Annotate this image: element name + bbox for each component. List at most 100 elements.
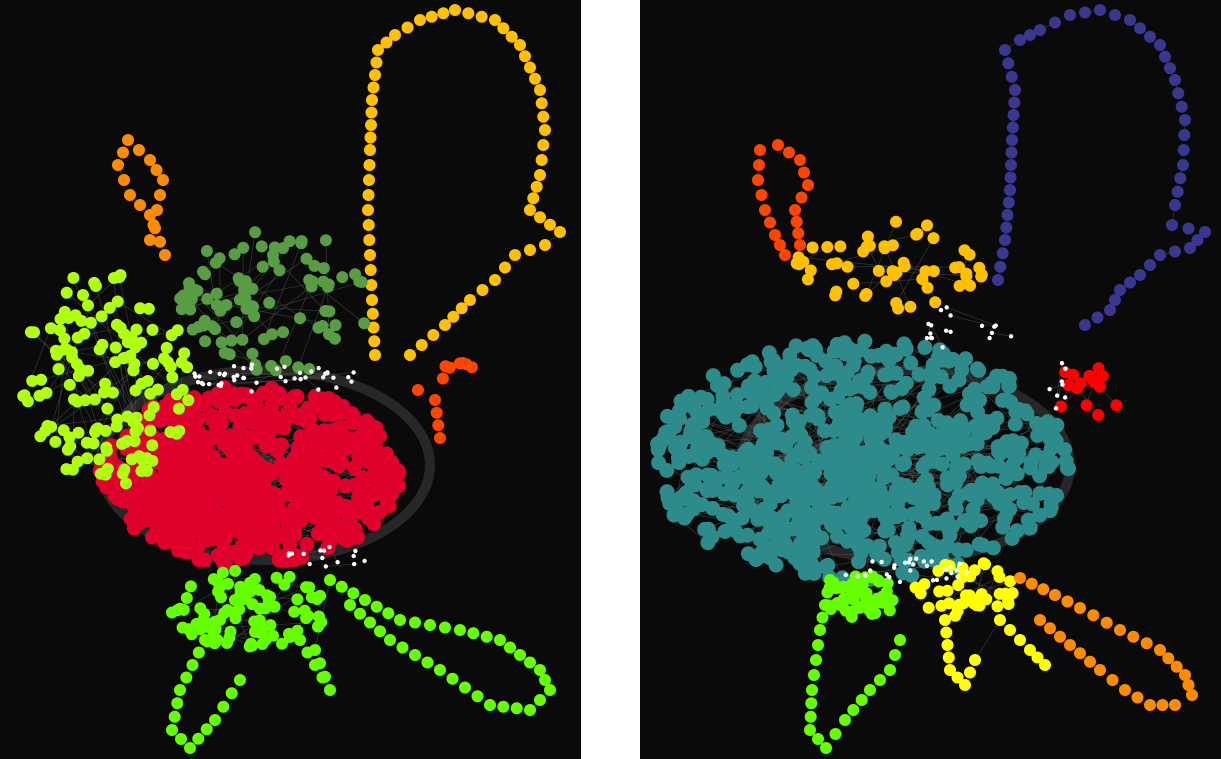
node-core bbox=[985, 379, 1001, 395]
node-core bbox=[787, 550, 803, 566]
node-upper-middle-lobe bbox=[200, 245, 213, 257]
node-upper-loop bbox=[365, 279, 378, 291]
node-bridge-nodes bbox=[1063, 366, 1068, 371]
node-lower-left-lobe bbox=[409, 649, 421, 661]
node-bridge-nodes bbox=[316, 387, 321, 392]
node-upper-loop bbox=[994, 260, 1007, 273]
node-upper-middle-cluster bbox=[921, 219, 933, 232]
node-lower-left-lobe bbox=[359, 594, 371, 606]
node-lower-left-lobe bbox=[808, 669, 820, 681]
node-upper-loop bbox=[509, 249, 521, 261]
node-core bbox=[900, 527, 916, 543]
network-graph-left bbox=[17, 4, 566, 754]
node-upper-left-loop bbox=[144, 234, 156, 246]
node-upper-loop bbox=[537, 110, 550, 123]
node-upper-middle-lobe bbox=[213, 252, 226, 265]
node-core bbox=[700, 521, 716, 537]
node-core bbox=[834, 514, 850, 530]
edge bbox=[974, 619, 1001, 661]
node-core bbox=[277, 459, 293, 475]
node-core bbox=[374, 452, 390, 468]
node-upper-loop bbox=[1169, 74, 1181, 86]
node-lower-middle-cluster bbox=[922, 601, 935, 614]
node-bridge-nodes bbox=[195, 380, 201, 385]
node-upper-middle-lobe bbox=[238, 285, 251, 298]
node-lower-right-loop bbox=[1084, 655, 1096, 668]
node-lower-left-lobe bbox=[894, 634, 906, 646]
node-upper-middle-lobe bbox=[279, 355, 292, 368]
node-core bbox=[849, 455, 865, 471]
node-upper-loop bbox=[1004, 171, 1017, 184]
node-right-small-cluster bbox=[1092, 409, 1105, 421]
node-core bbox=[921, 402, 937, 418]
node-core bbox=[880, 522, 896, 538]
node-right-small-cluster bbox=[453, 357, 466, 370]
node-upper-loop bbox=[476, 284, 489, 296]
node-upper-loop bbox=[996, 247, 1009, 260]
node-bridge-nodes bbox=[949, 570, 954, 576]
node-core bbox=[318, 437, 334, 453]
node-bridge-nodes bbox=[948, 313, 953, 318]
node-lower-left-lobe bbox=[805, 697, 818, 710]
node-upper-left-loop bbox=[118, 174, 130, 186]
node-upper-loop bbox=[363, 159, 376, 171]
node-upper-middle-lobe bbox=[236, 333, 249, 346]
node-core bbox=[659, 462, 675, 478]
node-left-lobe bbox=[63, 431, 76, 444]
node-core bbox=[337, 478, 353, 494]
node-upper-middle-cluster bbox=[953, 261, 966, 274]
node-core bbox=[1002, 487, 1018, 503]
node-bridge-nodes bbox=[843, 572, 848, 578]
edge bbox=[272, 254, 326, 312]
edge bbox=[46, 357, 73, 394]
node-lower-left-lobe bbox=[270, 571, 283, 584]
node-core bbox=[724, 477, 740, 492]
node-upper-left-loop bbox=[122, 134, 134, 146]
node-lower-left-lobe bbox=[374, 625, 386, 638]
node-upper-loop bbox=[364, 144, 376, 156]
node-bridge-nodes bbox=[274, 366, 280, 371]
node-upper-loop bbox=[1178, 129, 1191, 141]
node-bridge-nodes bbox=[892, 563, 897, 568]
node-lower-left-lobe bbox=[245, 637, 258, 650]
node-lower-left-lobe bbox=[819, 599, 831, 611]
node-upper-middle-lobe bbox=[336, 271, 349, 284]
node-core bbox=[804, 395, 820, 410]
node-lower-middle-cluster bbox=[941, 584, 954, 597]
node-left-lobe bbox=[79, 394, 92, 407]
node-left-lobe bbox=[80, 436, 93, 449]
node-upper-middle-lobe bbox=[305, 280, 318, 293]
node-upper-loop bbox=[464, 294, 476, 306]
node-core bbox=[805, 338, 821, 354]
node-core bbox=[237, 526, 253, 542]
node-left-lobe bbox=[77, 289, 89, 301]
node-left-lobe bbox=[113, 271, 126, 284]
node-core bbox=[304, 422, 320, 438]
node-left-lobe bbox=[158, 352, 171, 365]
node-upper-loop bbox=[365, 119, 377, 131]
node-core bbox=[293, 429, 309, 445]
node-lower-middle-cluster bbox=[977, 557, 990, 570]
node-left-lobe bbox=[98, 386, 111, 399]
node-core bbox=[272, 490, 287, 506]
node-core bbox=[938, 438, 954, 454]
node-core bbox=[836, 372, 852, 388]
node-core bbox=[216, 555, 232, 571]
node-upper-loop bbox=[370, 56, 383, 69]
node-lower-middle-cluster bbox=[959, 679, 971, 691]
node-left-lobe bbox=[34, 430, 47, 443]
node-lower-right-loop bbox=[1140, 637, 1153, 650]
node-lower-left-lobe bbox=[234, 674, 246, 686]
node-upper-middle-cluster bbox=[830, 257, 843, 270]
node-lower-left-lobe bbox=[309, 644, 321, 656]
node-core bbox=[334, 455, 350, 471]
node-upper-middle-lobe bbox=[319, 234, 332, 247]
node-lower-left-lobe bbox=[291, 593, 304, 606]
node-core bbox=[939, 415, 955, 431]
node-core bbox=[172, 533, 188, 549]
node-upper-middle-lobe bbox=[230, 316, 243, 329]
node-bridge-nodes bbox=[884, 572, 889, 577]
node-core bbox=[958, 542, 974, 558]
node-bridge-nodes bbox=[987, 335, 992, 341]
node-lower-left-lobe bbox=[276, 637, 288, 650]
